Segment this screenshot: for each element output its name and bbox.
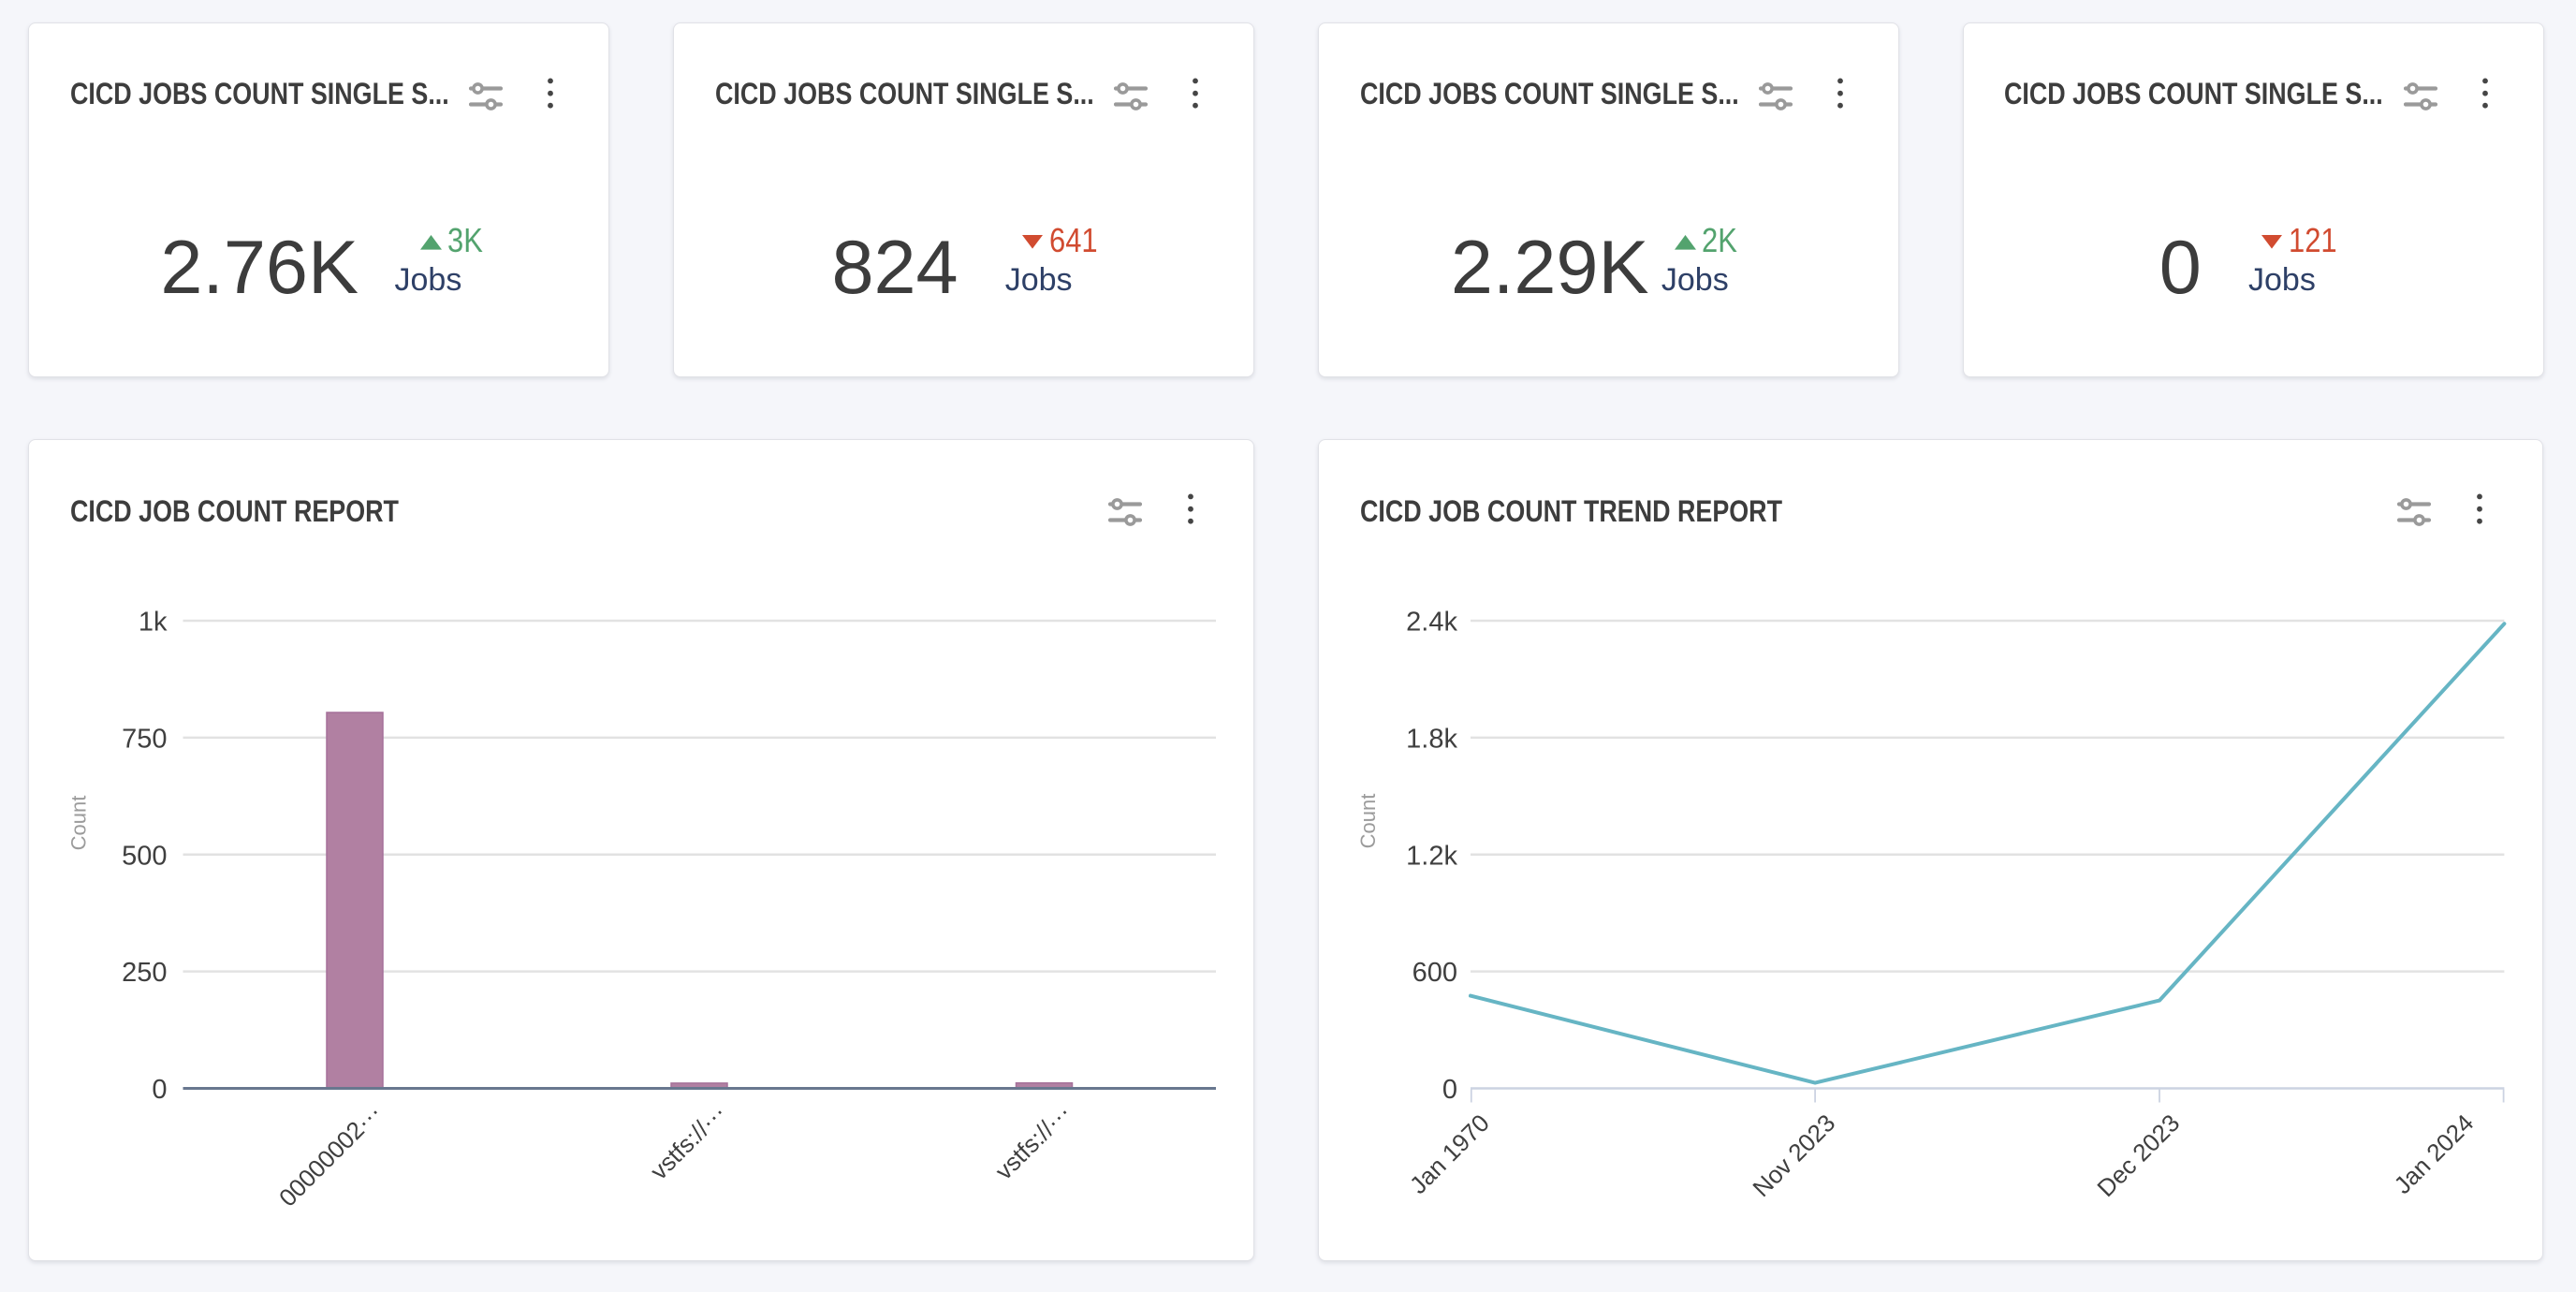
svg-text:0: 0 <box>1442 1075 1457 1105</box>
svg-text:00000002···: 00000002··· <box>273 1098 387 1211</box>
svg-text:1.2k: 1.2k <box>1406 841 1457 871</box>
svg-text:Nov 2023: Nov 2023 <box>1747 1108 1840 1202</box>
svg-text:Jan 1970: Jan 1970 <box>1404 1108 1495 1199</box>
svg-text:600: 600 <box>1412 958 1457 988</box>
svg-text:0: 0 <box>152 1075 167 1105</box>
svg-text:500: 500 <box>122 841 167 871</box>
svg-text:2.4k: 2.4k <box>1406 608 1457 638</box>
svg-text:Count: Count <box>1356 794 1380 849</box>
svg-text:Dec 2023: Dec 2023 <box>2091 1108 2185 1202</box>
svg-text:1.8k: 1.8k <box>1406 724 1457 754</box>
svg-text:Jan 2024: Jan 2024 <box>2389 1108 2480 1199</box>
svg-text:vstfs://···: vstfs://··· <box>645 1098 732 1185</box>
svg-text:Count: Count <box>67 796 91 851</box>
svg-text:750: 750 <box>122 724 167 754</box>
svg-text:vstfs://···: vstfs://··· <box>989 1098 1076 1185</box>
svg-text:250: 250 <box>122 958 167 988</box>
svg-text:1k: 1k <box>139 608 168 638</box>
